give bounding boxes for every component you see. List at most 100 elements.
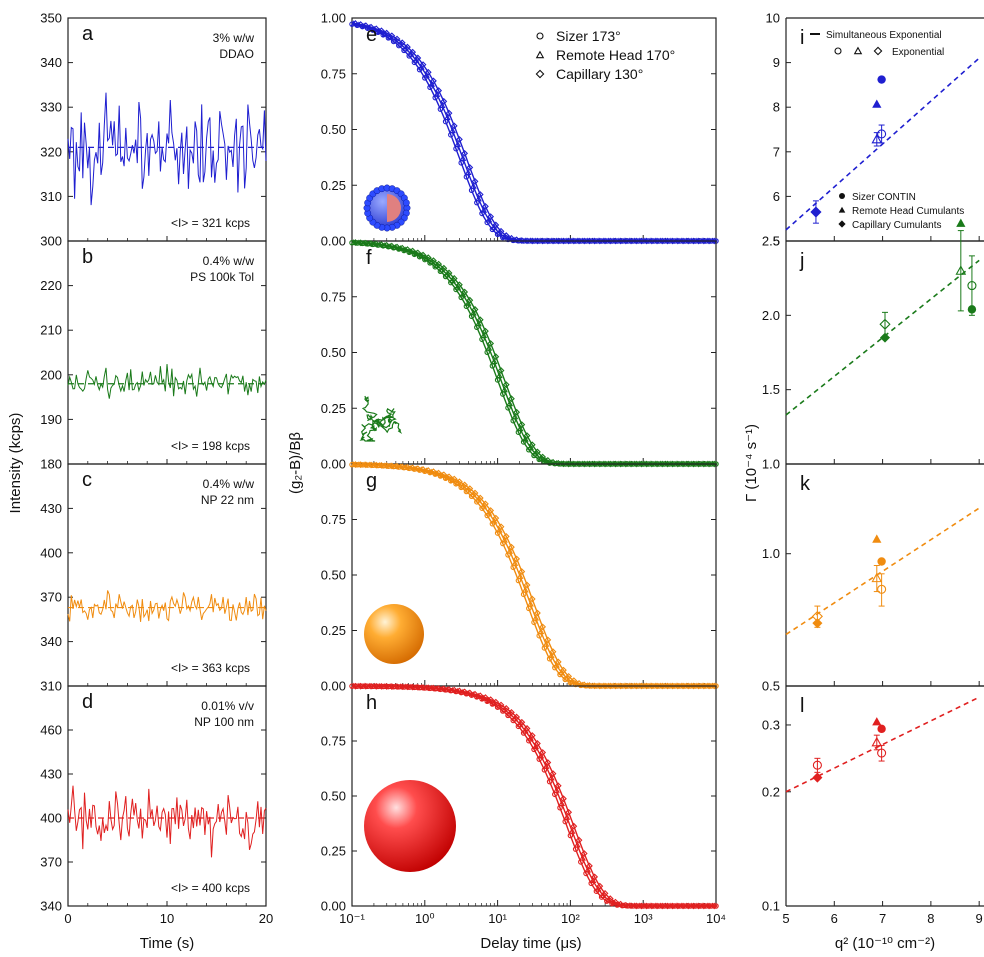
sample-name-c: NP 22 nm bbox=[201, 493, 254, 507]
correlation-point-f bbox=[617, 460, 625, 468]
correlation-point-f bbox=[456, 281, 463, 289]
y-tick-label: 0.50 bbox=[321, 122, 346, 137]
large-sphere-illustration bbox=[364, 780, 456, 872]
correlation-point-e bbox=[534, 237, 541, 245]
panel-letter-e: e bbox=[366, 24, 377, 46]
correlation-point-g bbox=[476, 494, 484, 502]
correlation-point-f bbox=[705, 460, 713, 468]
correlation-point-e bbox=[570, 237, 578, 245]
y-tick-label: 0.25 bbox=[321, 844, 346, 859]
correlation-point-h bbox=[424, 684, 432, 692]
correlation-point-g bbox=[547, 652, 555, 659]
y-tick-label: 200 bbox=[40, 367, 62, 382]
correlation-point-g bbox=[669, 682, 677, 690]
y-tick-label: 8 bbox=[773, 100, 780, 115]
panel-j: 1.0 1.5 2.0 2.5 j bbox=[762, 218, 984, 472]
correlation-point-g bbox=[383, 462, 391, 470]
y-tick-label: 2.5 bbox=[762, 234, 780, 249]
correlation-point-h bbox=[575, 836, 583, 844]
correlation-point-g bbox=[568, 678, 576, 685]
y-tick-label: 0.00 bbox=[321, 234, 346, 249]
correlation-point-f bbox=[485, 344, 493, 351]
correlation-point-g bbox=[539, 623, 547, 631]
correlation-point-f bbox=[398, 244, 406, 252]
solid-point-triangle bbox=[956, 218, 966, 227]
legend-marker-diamond bbox=[535, 69, 545, 79]
correlation-point-f bbox=[409, 247, 417, 255]
correlation-point-e bbox=[695, 237, 703, 245]
middle-x-axis-label: Delay time (μs) bbox=[480, 935, 581, 952]
legend-marker-circle bbox=[839, 193, 845, 199]
panels-layer: 300 310 320 330 340 350 a 3% w/w DDAO <I> = 321 k… bbox=[40, 11, 984, 926]
correlation-point-g bbox=[409, 464, 417, 472]
panel-f-frame bbox=[351, 240, 717, 465]
panel-letter-f: f bbox=[366, 247, 372, 269]
open-point-triangle bbox=[871, 572, 883, 583]
correlation-point-e bbox=[450, 122, 458, 130]
panel-letter-b: b bbox=[82, 246, 93, 268]
correlation-point-e bbox=[372, 25, 380, 33]
y-tick-label: 0.50 bbox=[321, 345, 346, 360]
legend-label: Sizer 173° bbox=[556, 28, 621, 44]
correlation-point-f bbox=[480, 331, 488, 338]
correlation-point-e bbox=[658, 237, 666, 245]
correlation-point-h bbox=[539, 749, 547, 756]
correlation-point-e bbox=[449, 127, 456, 134]
correlation-point-e bbox=[466, 164, 474, 171]
y-tick-label: 430 bbox=[40, 767, 62, 782]
correlation-point-h bbox=[501, 706, 508, 713]
correlation-point-e bbox=[528, 237, 536, 245]
correlation-point-g bbox=[362, 461, 370, 469]
correlation-point-f bbox=[492, 353, 500, 361]
correlation-point-g bbox=[648, 682, 656, 690]
correlation-point-g bbox=[513, 555, 521, 563]
middle-y-axis-label: (g₂-B)/Bβ bbox=[287, 432, 304, 494]
correlation-point-h bbox=[679, 902, 687, 910]
correlation-point-e bbox=[575, 237, 583, 245]
correlation-point-f bbox=[497, 367, 505, 374]
correlation-point-f bbox=[648, 460, 656, 468]
correlation-point-f bbox=[417, 252, 425, 259]
solid-point-diamond bbox=[812, 772, 823, 783]
correlation-point-e bbox=[560, 237, 567, 245]
correlation-point-e bbox=[386, 33, 394, 40]
correlation-point-e bbox=[390, 38, 397, 45]
correlation-point-f bbox=[528, 441, 536, 449]
y-tick-label: 340 bbox=[40, 634, 62, 649]
correlation-point-g bbox=[357, 461, 365, 469]
correlation-point-h bbox=[632, 902, 640, 910]
correlation-point-f bbox=[653, 460, 661, 468]
mean-intensity-a: <I> = 321 kcps bbox=[171, 216, 250, 230]
correlation-point-f bbox=[544, 456, 552, 464]
correlation-point-h bbox=[591, 873, 599, 881]
correlation-point-f bbox=[612, 460, 619, 468]
y-tick-label: 370 bbox=[40, 590, 62, 605]
correlation-point-e bbox=[492, 221, 500, 229]
correlation-point-f bbox=[372, 240, 380, 248]
panel-g: 0.00 0.25 0.50 0.75 g bbox=[321, 461, 719, 694]
correlation-point-g bbox=[450, 475, 458, 483]
y-tick-label: 330 bbox=[40, 100, 62, 115]
x-tick-label: 10 bbox=[160, 911, 174, 926]
x-tick-label: 10¹ bbox=[488, 911, 507, 926]
correlation-point-e bbox=[586, 237, 593, 245]
panel-letter-d: d bbox=[82, 691, 93, 713]
panel-a: 300 310 320 330 340 350 a 3% w/w DDAO <I> = 321 k… bbox=[40, 11, 267, 249]
correlation-point-f bbox=[565, 460, 573, 468]
correlation-point-f bbox=[664, 460, 671, 468]
correlation-point-g bbox=[398, 463, 406, 471]
correlation-point-h bbox=[664, 902, 671, 910]
correlation-point-g bbox=[622, 682, 630, 690]
correlation-point-h bbox=[482, 694, 489, 701]
correlation-point-h bbox=[617, 900, 625, 908]
correlation-point-g bbox=[419, 466, 427, 473]
correlation-point-g bbox=[521, 586, 529, 593]
correlation-point-e bbox=[357, 21, 365, 28]
correlation-point-g bbox=[627, 682, 635, 690]
correlation-point-e bbox=[454, 140, 462, 147]
correlation-point-h bbox=[378, 682, 385, 690]
correlation-point-f bbox=[516, 425, 524, 432]
y-tick-label: 190 bbox=[40, 412, 62, 427]
open-point-circle bbox=[967, 281, 977, 291]
correlation-point-f bbox=[445, 269, 453, 277]
